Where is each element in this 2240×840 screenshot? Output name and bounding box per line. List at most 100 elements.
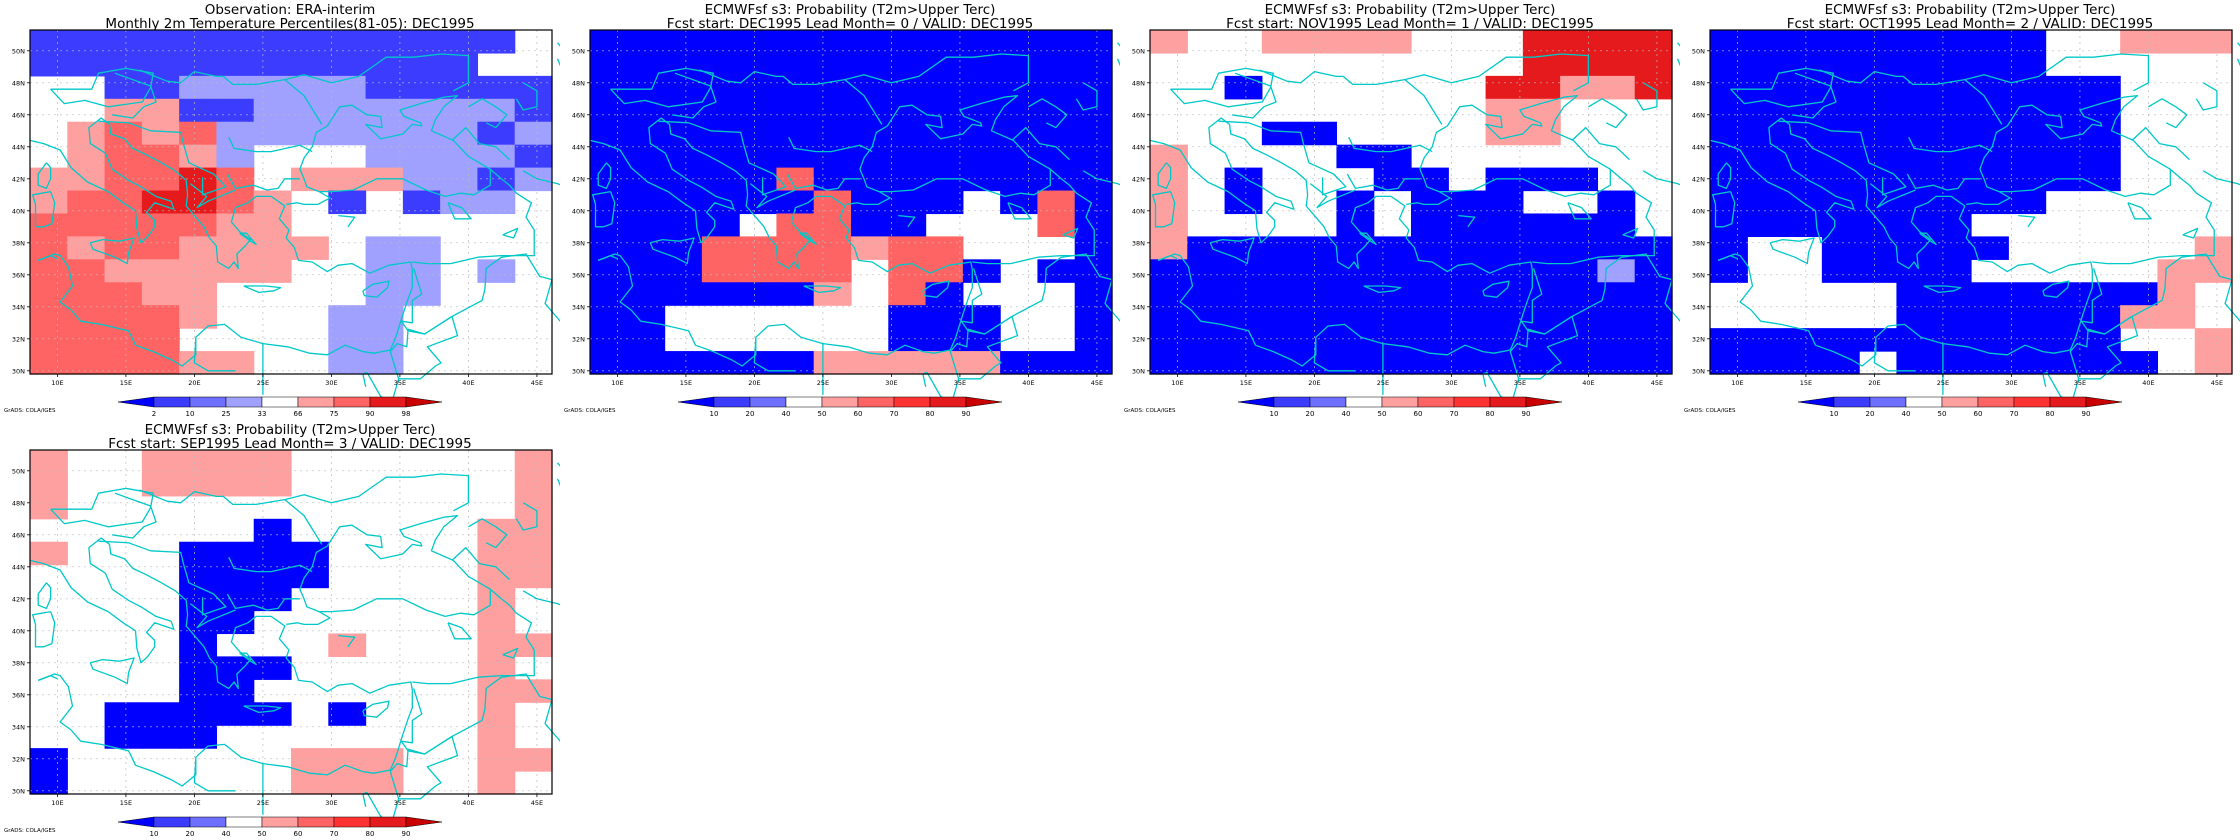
heatmap-cell — [104, 351, 143, 375]
heatmap-cell — [104, 121, 143, 146]
coastline — [2069, 315, 2139, 380]
x-tick-label: 25E — [817, 379, 829, 387]
heatmap-cell — [1859, 75, 1898, 100]
heatmap-cell — [1747, 75, 1786, 100]
heatmap-cell — [2082, 75, 2121, 100]
y-tick-label: 40N — [12, 627, 25, 635]
heatmap-cell — [1560, 30, 1599, 54]
heatmap-cell — [739, 236, 778, 260]
heatmap-cell — [1859, 121, 1898, 146]
heatmap-cell — [1971, 305, 2009, 329]
heatmap-cell — [216, 541, 255, 566]
colorbar-swatch — [1525, 396, 1563, 408]
coastline — [1149, 117, 1533, 367]
heatmap-cell — [1187, 328, 1226, 352]
colorbar-label: 90 — [402, 830, 411, 838]
heatmap-cell — [590, 259, 628, 283]
heatmap-cell — [1859, 259, 1898, 283]
heatmap-cell — [1784, 75, 1823, 100]
heatmap-cell — [1150, 236, 1188, 260]
heatmap-cell — [2157, 259, 2196, 283]
heatmap-cell — [402, 236, 441, 260]
chart-title-line: Observation: ERA-interim — [205, 2, 376, 18]
heatmap-cell — [1485, 328, 1524, 352]
y-tick-label: 50N — [12, 467, 25, 475]
heatmap-cell — [851, 30, 889, 54]
panel-lead-2: ECMWFsf s3: Probability (T2m>Upper Terc)… — [1680, 0, 2240, 420]
heatmap-cell — [664, 167, 703, 192]
colorbar-swatch — [893, 396, 931, 408]
heatmap-cell — [2120, 30, 2159, 54]
heatmap-cell — [1074, 351, 1113, 375]
coastline — [37, 674, 58, 682]
colorbar-swatch — [1381, 396, 1419, 408]
heatmap-cell — [141, 725, 180, 749]
heatmap-cell — [851, 351, 889, 375]
heatmap-cell — [2045, 121, 2084, 146]
coastline — [1621, 253, 1680, 322]
coastline — [89, 657, 135, 685]
heatmap-cell — [1336, 259, 1375, 283]
coastline — [844, 53, 1030, 92]
coastline — [1218, 120, 1347, 196]
heatmap-cell — [1373, 167, 1412, 192]
coastline — [1309, 183, 1356, 209]
heatmap-cell — [1411, 305, 1449, 329]
heatmap-cell — [402, 75, 441, 100]
coastline — [846, 94, 1051, 206]
heatmap-cell — [739, 282, 778, 306]
heatmap-cell — [104, 30, 143, 54]
x-tick-label: 10E — [51, 799, 63, 807]
coastline — [1923, 285, 1962, 294]
heatmap-cell — [1784, 213, 1823, 237]
heatmap-cell — [1150, 305, 1188, 329]
heatmap-cell — [1522, 213, 1561, 237]
colorbar-label: 80 — [2046, 410, 2055, 418]
heatmap-cell — [925, 351, 964, 375]
coastline — [139, 489, 323, 545]
heatmap-cell — [1933, 30, 1972, 54]
y-tick-label: 32N — [12, 755, 25, 763]
coastline — [1906, 173, 1980, 191]
heatmap-cell — [30, 259, 68, 283]
coastline — [362, 700, 390, 718]
heatmap-cell — [1074, 167, 1113, 192]
heatmap-cell — [253, 213, 292, 237]
heatmap-cell — [962, 121, 1001, 146]
heatmap-cell — [477, 656, 516, 680]
heatmap-cell — [1411, 167, 1449, 192]
heatmap-cell — [179, 121, 218, 146]
coastline — [2042, 280, 2070, 298]
heatmap-cell — [701, 75, 740, 100]
heatmap-cell — [2157, 305, 2196, 329]
heatmap-cell — [402, 98, 441, 123]
coastline — [1359, 232, 1377, 246]
heatmap-cell — [291, 52, 329, 77]
heatmap-cell — [590, 75, 628, 100]
heatmap-cell — [664, 52, 703, 77]
heatmap-cell — [627, 52, 666, 77]
heatmap-cell — [365, 771, 404, 795]
heatmap-cell — [1037, 121, 1076, 146]
heatmap-cell — [30, 282, 68, 306]
heatmap-cell — [1896, 98, 1935, 123]
colorbar-label: 10 — [186, 410, 195, 418]
y-tick-label: 50N — [12, 47, 25, 55]
colorbar-swatch — [369, 816, 407, 828]
heatmap-cell — [776, 75, 815, 100]
colorbar-swatch — [261, 816, 299, 828]
coastlines — [29, 462, 560, 824]
heatmap-cell — [67, 52, 106, 77]
heatmap-cell — [1522, 305, 1561, 329]
heatmap-cell — [477, 748, 516, 772]
heatmap-cell — [1896, 305, 1935, 329]
y-tick-label: 46N — [1692, 111, 1705, 119]
heatmap-cell — [291, 167, 329, 192]
heatmap-cell — [962, 30, 1001, 54]
heatmap-cell — [1971, 351, 2009, 375]
heatmap-cell — [365, 351, 404, 375]
colorbar-swatch — [189, 396, 227, 408]
heatmap-cell — [627, 190, 666, 215]
heatmap-cell — [2157, 282, 2196, 306]
x-tick-label: 40E — [462, 799, 474, 807]
